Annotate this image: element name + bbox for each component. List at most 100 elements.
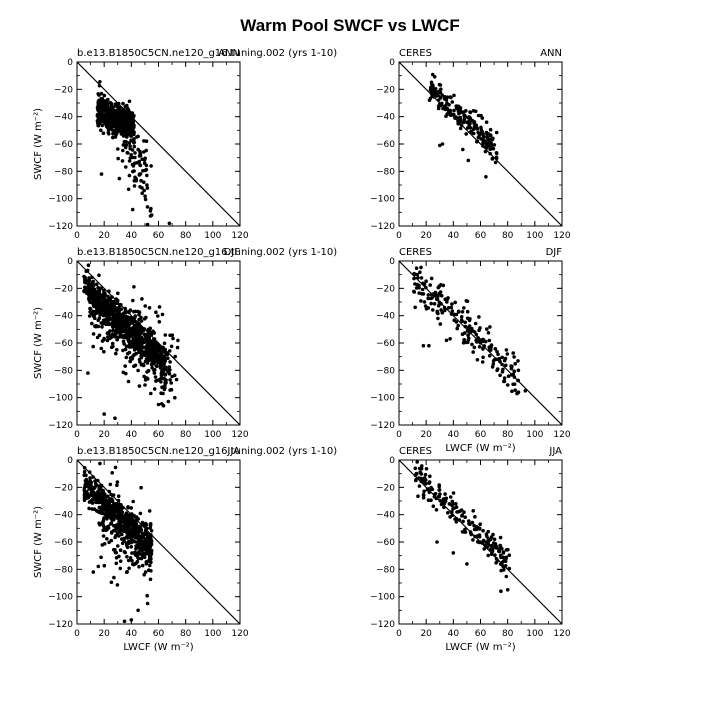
data-point [128,534,132,538]
data-point [489,146,494,151]
data-point [497,547,502,551]
data-point [99,310,104,315]
y-tick-label: −60 [54,140,73,150]
data-point [154,379,158,383]
data-point [500,370,505,374]
data-point [437,495,442,499]
data-point [115,583,120,587]
data-point [93,479,97,483]
data-point [106,526,111,530]
data-point [499,589,503,593]
data-point [132,521,136,526]
data-point [414,286,419,290]
data-point [98,461,102,466]
data-point [108,503,112,508]
data-point [98,505,102,510]
data-point [465,309,470,314]
data-point [107,317,112,322]
data-point [100,339,105,343]
data-point [128,345,132,349]
data-point [152,371,157,375]
data-point [118,513,123,517]
data-point [463,320,468,325]
data-point [113,511,117,516]
data-point [131,499,135,504]
data-point [501,551,506,555]
data-point [111,344,115,349]
data-point [145,353,150,358]
data-point [483,149,488,154]
data-point [488,127,493,132]
data-point [432,95,436,99]
data-point [121,143,126,147]
data-point [140,563,145,568]
data-point [118,329,123,333]
data-point [450,499,455,504]
data-point [512,375,517,379]
data-point [148,209,153,213]
data-point [420,478,425,482]
data-point [494,557,499,561]
scatter-panel: b.e13.B1850C5CN.ne120_g16.tuning.002 (yr… [33,247,337,440]
panel-season-label: DJF [224,247,241,258]
data-point [149,213,154,217]
data-point [120,537,124,541]
data-point [479,113,483,118]
data-point [467,519,471,523]
data-point [427,343,431,348]
data-point [480,360,485,364]
data-point [113,416,117,421]
panel-case-label: b.e13.B1850C5CN.ne120_g16.tuning.002 (yr… [77,446,337,457]
data-point [137,552,141,556]
data-point [130,115,135,120]
data-point [433,290,438,295]
data-point [143,156,147,161]
data-point [153,375,158,379]
data-point [161,391,165,396]
data-point [452,312,456,317]
data-point [513,361,517,366]
data-point [475,139,479,144]
data-point [466,340,470,345]
data-point [504,574,509,579]
data-point [481,355,485,360]
data-point [429,276,434,281]
data-point [117,118,121,123]
data-point [141,150,146,154]
data-point [450,302,454,306]
data-point [171,336,175,341]
data-point [147,533,151,537]
x-tick-label: 40 [126,231,138,241]
data-point [442,97,447,101]
data-point [144,315,148,320]
data-point [413,473,418,478]
data-point [90,301,95,305]
data-point [150,365,154,370]
data-point [127,159,132,163]
data-point [97,99,102,103]
y-tick-label: 0 [67,456,73,466]
figure-title: Warm Pool SWCF vs LWCF [240,16,459,35]
data-point [438,290,443,294]
data-point [479,128,484,132]
data-points [82,461,154,624]
data-point [127,566,131,571]
data-point [85,291,89,295]
data-point [460,513,465,517]
data-point [132,318,136,322]
data-point [126,558,131,563]
data-point [137,534,141,539]
x-tick-label: 80 [502,629,514,639]
data-point [117,554,121,559]
x-tick-label: 100 [526,629,543,639]
data-point [173,354,177,359]
data-point [502,379,507,384]
data-point [130,517,135,522]
data-point [96,478,100,483]
x-tick-label: 40 [448,629,460,639]
data-point [497,549,502,554]
data-point [140,548,144,553]
one-to-one-line [398,61,563,227]
data-point [463,527,467,532]
data-point [452,318,457,323]
